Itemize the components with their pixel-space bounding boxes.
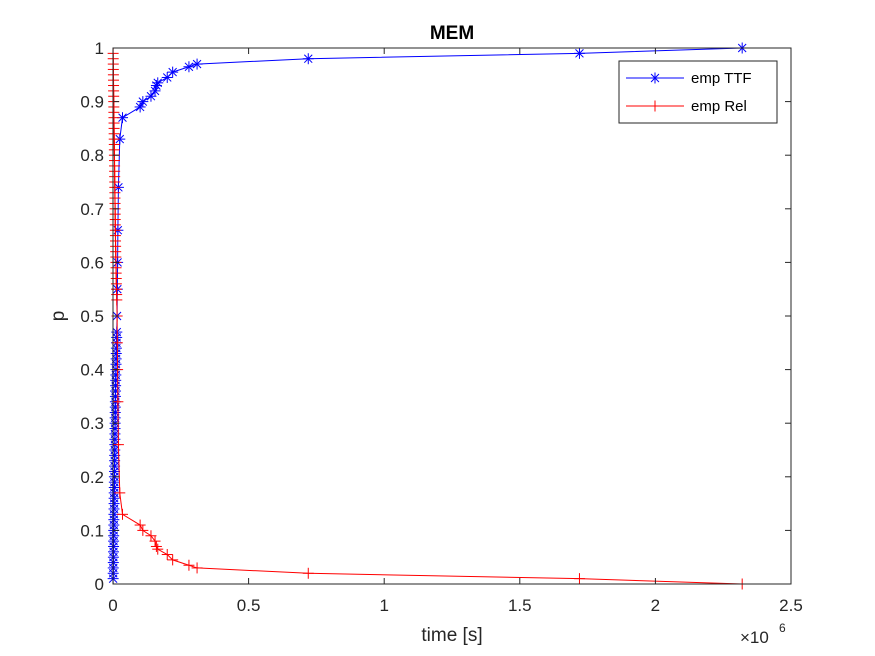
- y-tick-label: 0.6: [80, 253, 104, 272]
- data-point: [191, 58, 203, 70]
- data-point: [111, 337, 123, 349]
- data-point: [302, 567, 314, 579]
- data-point: [183, 61, 195, 73]
- x-axis-label: time [s]: [421, 625, 482, 646]
- y-tick-label: 0.5: [80, 307, 104, 326]
- legend: emp TTF emp Rel: [618, 60, 778, 124]
- data-point: [183, 559, 195, 571]
- legend-label: emp TTF: [691, 70, 752, 87]
- data-point: [573, 573, 585, 585]
- x-tick-label: 1: [379, 596, 388, 615]
- legend-entry: emp Rel: [626, 98, 747, 115]
- x-tick-label: 1.5: [508, 596, 532, 615]
- data-point: [137, 96, 149, 108]
- data-point: [152, 77, 164, 89]
- data-point: [149, 535, 161, 547]
- data-point: [191, 562, 203, 574]
- y-tick-label: 0.9: [80, 93, 104, 112]
- data-point: [116, 508, 128, 520]
- x-tick-label: 0: [108, 596, 117, 615]
- x-tick-label: 0.5: [237, 596, 261, 615]
- y-tick-label: 1: [95, 39, 104, 58]
- series-layer: [107, 42, 748, 590]
- data-point: [167, 66, 179, 78]
- data-point: [137, 524, 149, 536]
- y-tick-label: 0.2: [80, 468, 104, 487]
- data-point: [116, 112, 128, 124]
- chart-title: MEM: [430, 23, 474, 44]
- plot-area: [113, 48, 791, 584]
- legend-entry: emp TTF: [626, 70, 752, 87]
- data-point: [112, 439, 124, 451]
- x-exponent-base: ×10: [740, 628, 769, 647]
- data-point: [167, 554, 179, 566]
- x-tick-label: 2.5: [779, 596, 803, 615]
- data-point: [573, 47, 585, 59]
- legend-marker: [649, 72, 661, 84]
- y-tick-label: 0: [95, 575, 104, 594]
- data-point: [112, 396, 124, 408]
- data-point: [302, 53, 314, 65]
- data-point: [161, 549, 173, 561]
- legend-marker: [649, 100, 661, 112]
- legend-label: emp Rel: [691, 98, 747, 115]
- y-tick-label: 0.8: [80, 146, 104, 165]
- y-axis-label: p: [48, 311, 69, 322]
- x-exponent-power: 6: [779, 621, 786, 635]
- x-tick-label: 2: [651, 596, 660, 615]
- data-point: [152, 543, 164, 555]
- data-point: [134, 519, 146, 531]
- x-exponent: ×10 6: [740, 621, 786, 647]
- ticks-layer: 0 0.5 1 1.5 2 2.5 0 0.1 0.2 0.3 0.4 0.5 0.6 0.7 0.8 0.9…: [80, 39, 802, 615]
- y-tick-label: 0.4: [80, 361, 104, 380]
- legend-box: [618, 60, 778, 124]
- y-tick-label: 0.3: [80, 414, 104, 433]
- y-tick-label: 0.7: [80, 200, 104, 219]
- data-point: [150, 540, 162, 552]
- series-emp-ttf: [107, 42, 748, 585]
- y-tick-label: 0.1: [80, 521, 104, 540]
- data-point: [114, 487, 126, 499]
- legend-entries: emp TTF emp Rel: [626, 70, 752, 115]
